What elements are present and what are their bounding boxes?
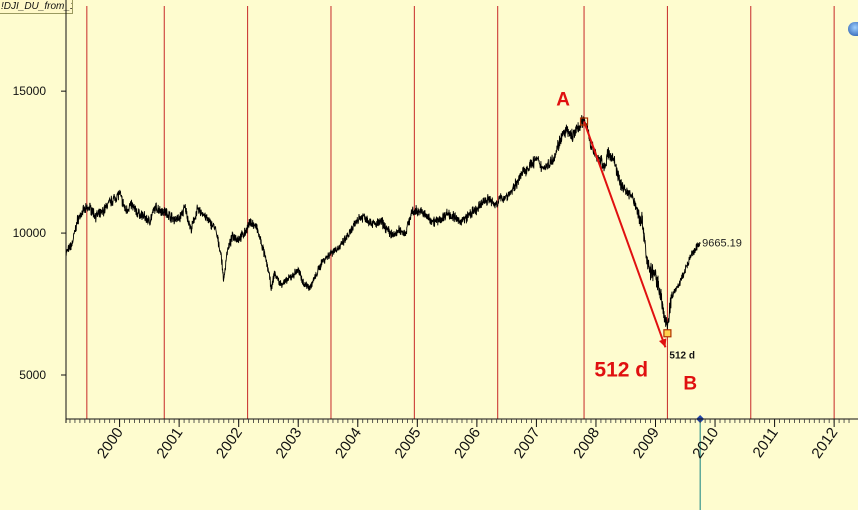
x-tick-label: 2003	[272, 425, 305, 462]
x-tick-label: 2010	[689, 425, 722, 462]
x-tick-group: 2000 2001 2002 2003 2004 2005 2006 2007 2008 2009…	[94, 419, 841, 462]
point-b-marker	[663, 329, 672, 338]
last-value-label: 9665.19	[702, 238, 742, 250]
x-tick-label: 2011	[749, 425, 781, 461]
point-a-label: A	[556, 90, 570, 111]
symbol-tab[interactable]: !DJI_DU_from_188...	[0, 0, 73, 14]
y-tick-label: 5000	[19, 368, 46, 382]
series-group: 9665.19	[65, 115, 742, 331]
y-tick-label: 15000	[13, 84, 47, 98]
x-tick-label: 2000	[94, 425, 127, 462]
duration-big-label: 512 d	[594, 358, 648, 381]
x-tick-label: 2002	[213, 425, 246, 462]
x-tick-label: 2008	[570, 425, 603, 462]
cursor-group[interactable]	[696, 415, 705, 510]
globe-icon[interactable]	[848, 22, 858, 36]
price-line	[65, 115, 701, 331]
annotation-group: A B 512 d 512 d	[556, 90, 697, 395]
y-tick-group: 15000 10000 5000	[13, 84, 66, 382]
point-a-marker	[579, 117, 589, 126]
x-tick-label: 2012	[808, 425, 841, 462]
x-tick-label: 2005	[392, 425, 425, 462]
x-tick-label: 2009	[630, 425, 663, 462]
trend-arrow-head	[658, 338, 667, 348]
x-tick-label: 2007	[511, 425, 544, 462]
x-tick-label: 2004	[332, 425, 365, 462]
duration-small-label: 512 d	[669, 350, 695, 361]
trend-arrow-line	[583, 121, 667, 348]
x-tick-label: 2006	[451, 425, 484, 462]
point-b-label: B	[683, 373, 697, 394]
axes-group	[65, 0, 858, 423]
x-tick-label: 2001	[153, 425, 186, 462]
y-tick-label: 10000	[13, 226, 47, 240]
